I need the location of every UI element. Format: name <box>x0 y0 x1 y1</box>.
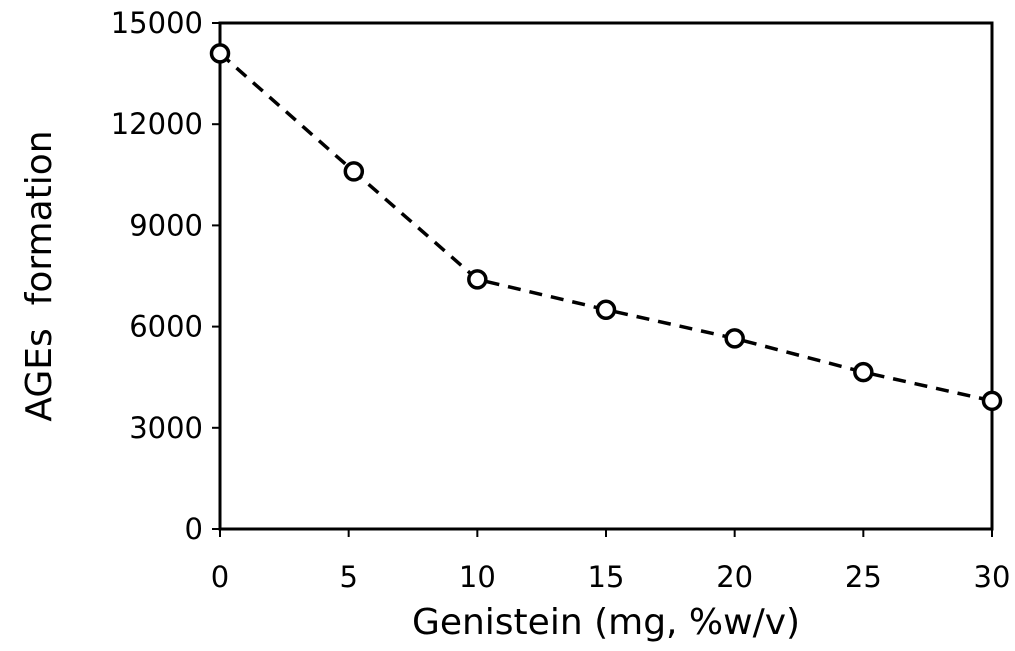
y-tick-label: 0 <box>185 512 203 546</box>
y-axis-ticks: 0 3000 6000 9000 12000 15000 <box>111 6 220 546</box>
y-tick-label: 3000 <box>129 411 203 445</box>
y-tick-label: 9000 <box>129 208 203 242</box>
x-tick-label: 20 <box>716 560 753 594</box>
x-tick-label: 5 <box>339 560 357 594</box>
x-axis-ticks: 0 5 10 15 20 25 30 <box>211 529 1011 594</box>
data-point <box>724 328 745 349</box>
data-point <box>209 43 231 64</box>
series-line <box>218 52 993 403</box>
y-tick-label: 15000 <box>111 6 203 40</box>
y-axis-title: AGEs formation <box>19 130 60 421</box>
y-tick-label: 6000 <box>129 310 203 344</box>
x-tick-label: 10 <box>459 560 496 594</box>
x-tick-label: 0 <box>211 560 229 594</box>
data-point <box>467 269 488 290</box>
x-tick-label: 25 <box>845 560 882 594</box>
data-point <box>853 361 874 383</box>
data-point <box>343 161 365 182</box>
y-tick-label: 12000 <box>111 107 203 141</box>
x-axis-title: Genistein (mg, %w/v) <box>412 602 800 643</box>
x-tick-label: 15 <box>588 560 625 594</box>
plot-frame <box>218 21 994 531</box>
data-point <box>595 299 617 320</box>
series-layer <box>209 43 1003 412</box>
x-tick-label: 30 <box>974 560 1011 594</box>
data-point <box>981 390 1003 412</box>
